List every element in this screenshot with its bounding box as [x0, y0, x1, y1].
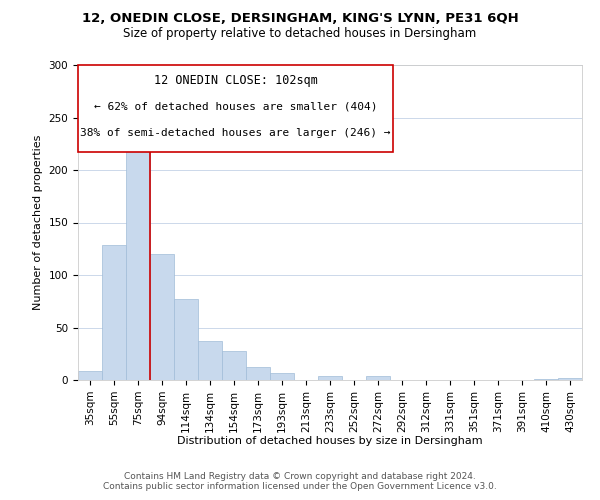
Bar: [246, 368, 270, 380]
Text: 38% of semi-detached houses are larger (246) →: 38% of semi-detached houses are larger (…: [80, 128, 391, 138]
Text: Size of property relative to detached houses in Dersingham: Size of property relative to detached ho…: [124, 28, 476, 40]
Bar: [558, 378, 582, 380]
Bar: [534, 379, 558, 380]
Bar: [318, 376, 342, 380]
Text: ← 62% of detached houses are smaller (404): ← 62% of detached houses are smaller (40…: [94, 101, 377, 111]
Bar: [366, 376, 390, 380]
Bar: [102, 244, 126, 380]
Text: 12, ONEDIN CLOSE, DERSINGHAM, KING'S LYNN, PE31 6QH: 12, ONEDIN CLOSE, DERSINGHAM, KING'S LYN…: [82, 12, 518, 26]
Bar: [78, 370, 102, 380]
X-axis label: Distribution of detached houses by size in Dersingham: Distribution of detached houses by size …: [177, 436, 483, 446]
Bar: [222, 350, 246, 380]
Y-axis label: Number of detached properties: Number of detached properties: [33, 135, 43, 310]
Text: Contains HM Land Registry data © Crown copyright and database right 2024.
Contai: Contains HM Land Registry data © Crown c…: [103, 472, 497, 491]
Bar: [150, 254, 174, 380]
Bar: [126, 148, 150, 380]
Bar: [198, 341, 222, 380]
FancyBboxPatch shape: [78, 65, 393, 152]
Bar: [174, 299, 198, 380]
Bar: [270, 372, 294, 380]
Text: 12 ONEDIN CLOSE: 102sqm: 12 ONEDIN CLOSE: 102sqm: [154, 74, 317, 88]
